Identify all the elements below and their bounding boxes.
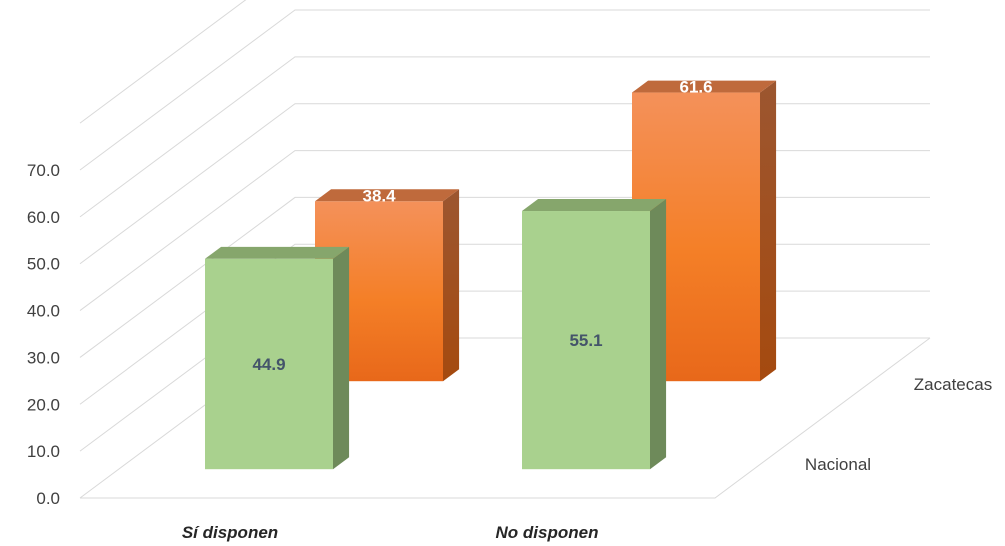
floor-edge	[80, 337, 931, 499]
gridline	[79, 0, 247, 124]
gridline	[79, 56, 930, 218]
bar-side	[760, 80, 777, 382]
series-axis-label: Zacatecas	[914, 375, 992, 394]
bar-front	[205, 258, 333, 470]
data-label: 44.9	[252, 355, 285, 374]
depth-axis-series: Nacional Zacatecas	[805, 375, 992, 474]
y-tick-label: 0.0	[36, 489, 60, 508]
y-tick-label: 10.0	[27, 442, 60, 461]
x-category-label: No disponen	[496, 523, 599, 542]
gridline	[79, 9, 930, 171]
bar-top	[205, 246, 350, 259]
data-label: 61.6	[679, 78, 712, 97]
data-label: 38.4	[362, 186, 396, 205]
series-axis-label: Nacional	[805, 455, 871, 474]
y-tick-label: 30.0	[27, 348, 60, 367]
bar-side	[333, 246, 350, 470]
bar-top	[522, 199, 667, 212]
bar-top	[315, 189, 460, 202]
y-tick-label: 60.0	[27, 208, 60, 227]
x-axis-categories: Sí disponen No disponen	[182, 523, 599, 542]
y-tick-label: 70.0	[27, 161, 60, 180]
bar-nacional-0: 44.9	[205, 246, 350, 470]
gridlines	[79, 0, 931, 499]
y-axis-ticks: 0.0 10.0 20.0 30.0 40.0 50.0 60.0 70.0	[27, 161, 60, 508]
bar-side	[443, 189, 460, 382]
bar-top	[632, 80, 777, 93]
bar-front	[522, 211, 650, 470]
bar-side	[650, 199, 667, 470]
gridline	[79, 103, 930, 265]
y-tick-label: 20.0	[27, 395, 60, 414]
data-label: 55.1	[569, 331, 602, 350]
x-category-label: Sí disponen	[182, 523, 278, 542]
bar-nacional-1: 55.1	[522, 199, 667, 470]
y-tick-label: 40.0	[27, 302, 60, 321]
bars: 38.4 61.6 44.9 55.1	[205, 78, 777, 470]
y-tick-label: 50.0	[27, 255, 60, 274]
